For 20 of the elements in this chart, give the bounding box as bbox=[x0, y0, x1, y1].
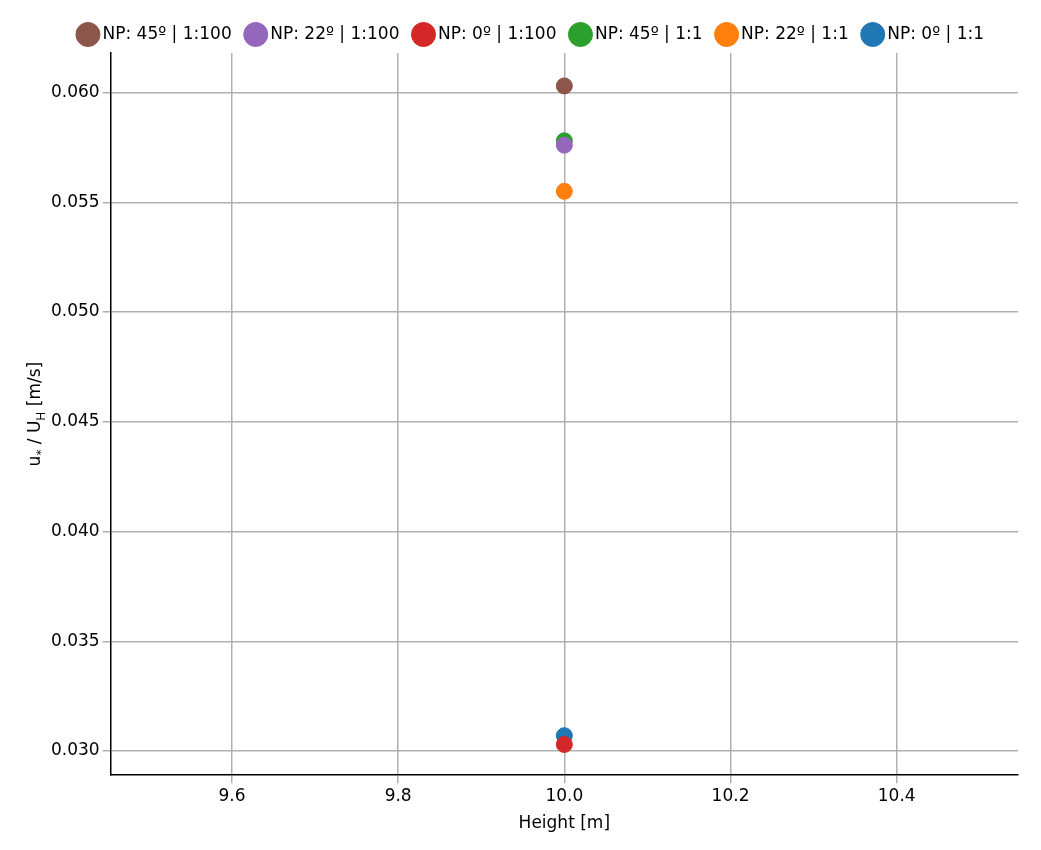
x-tick-label: 10.0 bbox=[545, 784, 584, 805]
y-tick-label: 0.040 bbox=[51, 519, 100, 540]
y-tick-label: 0.030 bbox=[51, 739, 100, 760]
legend-label: NP: 22º | 1:1 bbox=[741, 22, 849, 43]
x-tick-label: 10.4 bbox=[877, 784, 916, 805]
y-axis-title: u* / UH [m/s] bbox=[24, 361, 49, 467]
y-tick-label: 0.035 bbox=[51, 629, 100, 650]
y-tick-label: 0.050 bbox=[51, 300, 100, 321]
legend-label: NP: 45º | 1:100 bbox=[102, 22, 232, 43]
x-tick-label: 9.8 bbox=[384, 784, 412, 805]
legend-label: NP: 45º | 1:1 bbox=[594, 22, 703, 43]
x-tick-label: 9.6 bbox=[218, 784, 246, 805]
legend-label: NP: 0º | 1:100 bbox=[438, 22, 557, 43]
y-tick-label: 0.055 bbox=[51, 190, 100, 211]
legend-label: NP: 22º | 1:100 bbox=[270, 22, 400, 43]
x-tick-label: 10.2 bbox=[711, 784, 750, 805]
legend-label: NP: 0º | 1:1 bbox=[887, 22, 985, 43]
y-tick-label: 0.045 bbox=[51, 410, 100, 431]
y-tick-label: 0.060 bbox=[51, 80, 100, 101]
x-axis-title: Height [m] bbox=[518, 812, 611, 833]
